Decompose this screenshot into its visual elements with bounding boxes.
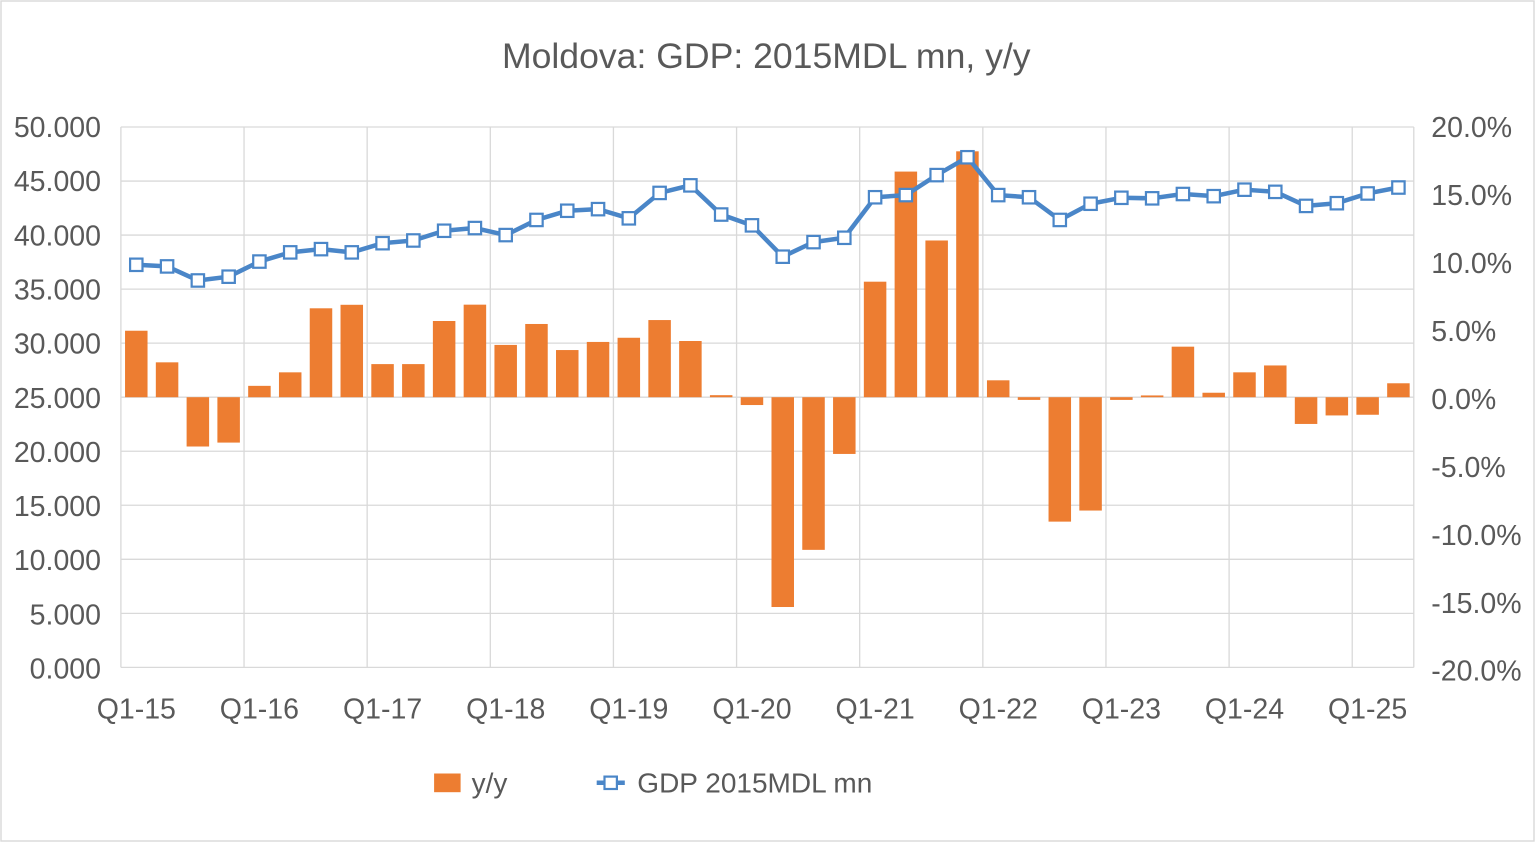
svg-text:Q1-16: Q1-16 (220, 693, 299, 725)
svg-text:Q1-24: Q1-24 (1205, 693, 1284, 725)
svg-text:-20.0%: -20.0% (1431, 656, 1521, 688)
svg-text:Moldova: GDP: 2015MDL mn, y/y: Moldova: GDP: 2015MDL mn, y/y (502, 36, 1031, 76)
svg-text:-15.0%: -15.0% (1431, 588, 1521, 620)
svg-text:20.000: 20.000 (14, 437, 101, 469)
svg-text:35.000: 35.000 (14, 274, 101, 306)
svg-text:Q1-21: Q1-21 (835, 693, 914, 725)
svg-text:GDP 2015MDL mn: GDP 2015MDL mn (637, 767, 872, 798)
svg-text:Q1-19: Q1-19 (589, 693, 668, 725)
svg-text:20.0%: 20.0% (1431, 112, 1512, 144)
svg-text:10.000: 10.000 (14, 545, 101, 577)
svg-text:40.000: 40.000 (14, 220, 101, 252)
svg-text:Q1-18: Q1-18 (466, 693, 545, 725)
svg-text:Q1-25: Q1-25 (1328, 693, 1407, 725)
svg-text:30.000: 30.000 (14, 329, 101, 361)
svg-text:25.000: 25.000 (14, 383, 101, 415)
svg-text:5.000: 5.000 (30, 599, 101, 631)
svg-text:-10.0%: -10.0% (1431, 520, 1521, 552)
svg-text:Q1-15: Q1-15 (97, 693, 176, 725)
svg-text:50.000: 50.000 (14, 112, 101, 144)
svg-text:Q1-22: Q1-22 (959, 693, 1038, 725)
svg-text:10.0%: 10.0% (1431, 248, 1512, 280)
svg-text:Q1-20: Q1-20 (712, 693, 791, 725)
svg-text:15.0%: 15.0% (1431, 180, 1512, 212)
svg-text:15.000: 15.000 (14, 491, 101, 523)
svg-text:0.0%: 0.0% (1431, 384, 1496, 416)
svg-text:0.000: 0.000 (30, 654, 101, 686)
svg-text:-5.0%: -5.0% (1431, 452, 1505, 484)
svg-text:Q1-17: Q1-17 (343, 693, 422, 725)
svg-text:45.000: 45.000 (14, 166, 101, 198)
svg-text:y/y: y/y (472, 767, 508, 798)
svg-text:Q1-23: Q1-23 (1082, 693, 1161, 725)
svg-text:5.0%: 5.0% (1431, 316, 1496, 348)
